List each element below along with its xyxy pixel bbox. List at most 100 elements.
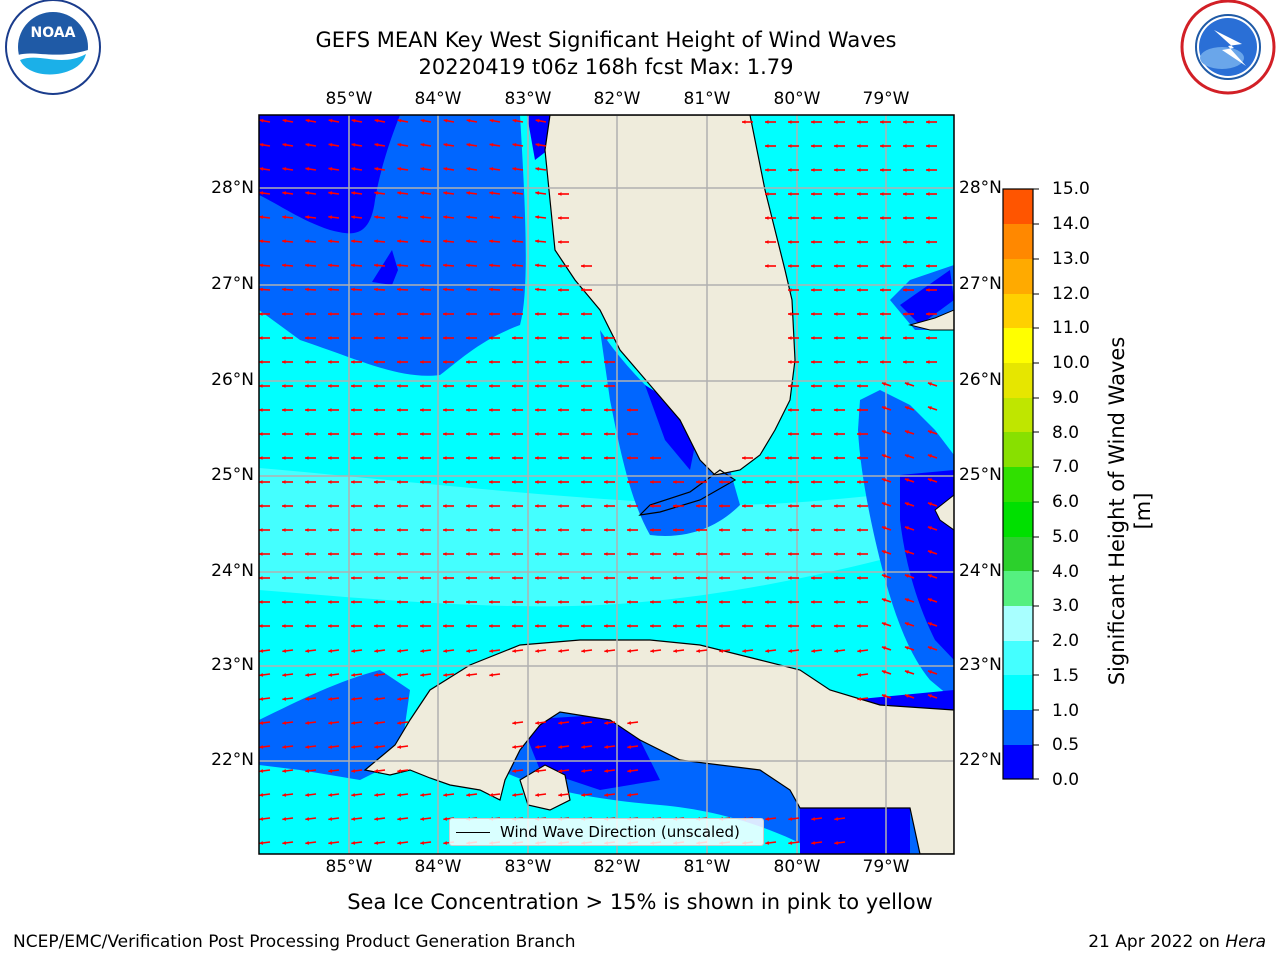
wind-arrow-head [558, 649, 563, 653]
x-tick-bottom: 84°W [414, 857, 462, 877]
wind-arrow-head [558, 769, 563, 773]
wind-arrow-head [374, 769, 379, 773]
wind-arrow-head [351, 239, 355, 244]
wind-arrow-head [305, 432, 309, 436]
wind-arrow-head [259, 841, 264, 845]
wind-arrow-head [650, 624, 654, 628]
wind-arrow-head [328, 360, 332, 364]
wind-arrow-head [765, 649, 770, 653]
wind-arrow-head [765, 552, 769, 556]
svg-text:NOAA: NOAA [31, 25, 76, 41]
wind-arrow-head [696, 480, 700, 484]
wind-arrow-head [282, 600, 286, 604]
wind-arrow-head [259, 167, 264, 171]
graticule [259, 115, 954, 854]
wind-arrow-head [604, 528, 608, 532]
wind-arrow-head [420, 118, 425, 123]
wind-arrow-head [259, 384, 263, 388]
wind-arrow-head [351, 745, 356, 749]
wind-arrow-head [397, 336, 401, 340]
wind-arrow-head [282, 721, 287, 725]
wind-arrow-head [374, 576, 378, 580]
wind-arrow-head [558, 384, 562, 388]
wind-arrow-head [512, 721, 517, 725]
wind-arrow-head [420, 432, 424, 436]
wind-arrow-head [881, 502, 886, 506]
wind-arrow-head [811, 817, 816, 821]
wind-arrow-head [282, 817, 287, 821]
wind-arrow-head [857, 216, 861, 220]
wind-arrow-head [558, 432, 562, 436]
y-tick-right: 22°N [959, 750, 1002, 770]
wind-arrow-head [420, 673, 425, 677]
colorbar-swatch [1003, 745, 1033, 779]
wind-arrow-head [627, 769, 632, 773]
wind-arrow-head [305, 191, 310, 195]
wind-arrow-head [535, 215, 539, 220]
wind-arrow-head [811, 144, 815, 148]
chart-subtitle: 20220419 t06z 168h fcst Max: 1.79 [418, 55, 794, 79]
wind-arrow-head [282, 769, 287, 773]
wind-arrow-head [627, 576, 631, 580]
wind-arrow-head [328, 215, 332, 220]
wind-arrow-head [719, 624, 723, 628]
wind-arrow-head [305, 215, 309, 220]
wind-arrow-head [535, 600, 539, 604]
wind-arrow-head [259, 576, 263, 580]
wind-arrow-head [466, 263, 470, 268]
wind-arrow-head [397, 817, 402, 821]
wind-arrow-head [811, 312, 815, 316]
wind-arrow-head [788, 480, 792, 484]
wind-arrow-head [512, 239, 516, 244]
wind-arrow-head [834, 576, 838, 580]
wind-arrow-head [305, 552, 309, 556]
wind-arrow-head [328, 769, 333, 773]
wind-arrow-head [558, 624, 562, 628]
wind-arrow-head [489, 239, 493, 244]
wind-arrow-head [927, 550, 932, 554]
wind-arrow-head [443, 456, 447, 460]
wind-arrow-head [259, 263, 263, 268]
wind-arrow-head [904, 454, 909, 458]
wind-arrow-head [305, 697, 310, 701]
wind-arrow-head [466, 673, 471, 677]
wind-arrow-head [259, 312, 263, 316]
wind-arrow-head [420, 456, 424, 460]
wind-arrow-head [489, 528, 493, 532]
wind-arrow-head [788, 384, 792, 388]
wind-arrow-head [834, 168, 838, 172]
wind-arrow-head [259, 480, 263, 484]
colorbar-tick-label: 1.5 [1052, 666, 1080, 686]
wind-arrow-head [811, 288, 815, 292]
wind-arrow-head [673, 480, 677, 484]
wind-arrow-head [788, 432, 792, 436]
wind-arrow-head [903, 216, 907, 220]
wind-arrow-head [558, 576, 562, 580]
wind-arrow-head [420, 504, 424, 508]
wind-arrow-head [604, 336, 608, 340]
wind-arrow-head [305, 528, 309, 532]
x-tick-top: 84°W [414, 89, 462, 109]
wind-arrow-head [489, 552, 493, 556]
wind-arrow-head [282, 215, 286, 220]
wind-arrow-head [259, 239, 263, 244]
wind-arrow-head [857, 456, 861, 460]
colorbar-label: Significant Height of Wind Waves [m] [1105, 336, 1155, 686]
wind-arrow-head [765, 528, 769, 532]
x-tick-bottom: 83°W [504, 857, 552, 877]
wind-arrow-head [742, 576, 746, 580]
wind-arrow-head [581, 384, 585, 388]
wind-arrow-head [673, 528, 677, 532]
wind-arrow-head [397, 841, 402, 845]
wind-arrow-head [351, 191, 356, 195]
wind-arrow-head [650, 456, 654, 460]
colorbar-tick-label: 14.0 [1052, 214, 1090, 234]
wind-arrow-head [904, 478, 909, 482]
wind-arrow-head [581, 336, 585, 340]
colorbar-swatch [1003, 606, 1033, 641]
wind-arrow-head [880, 168, 884, 172]
wind-arrow-head [535, 745, 540, 749]
wind-arrow-head [512, 384, 516, 388]
wind-arrow-head [397, 769, 402, 773]
wind-arrow-head [627, 552, 631, 556]
